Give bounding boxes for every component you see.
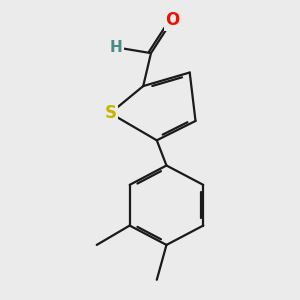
Text: H: H xyxy=(110,40,122,55)
Text: S: S xyxy=(104,104,116,122)
Text: O: O xyxy=(165,11,179,29)
